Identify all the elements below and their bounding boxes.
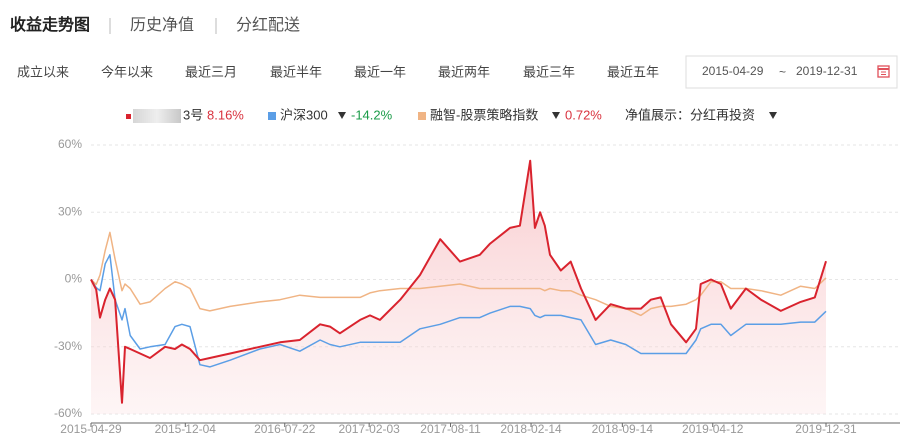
- area: [91, 160, 826, 414]
- range-buttons: 成立以来 今年以来 最近三月 最近半年 最近一年 最近两年 最近三年 最近五年: [17, 64, 659, 79]
- start-date[interactable]: 2015-04-29: [702, 64, 764, 78]
- y-tick-label: 0%: [65, 272, 83, 286]
- legend-name[interactable]: 沪深300: [280, 107, 328, 122]
- y-tick-label: -60%: [54, 406, 82, 420]
- legend: 3号 8.16% 沪深300 -14.2% 融智-股票策略指数 0.72%: [126, 107, 602, 123]
- x-tick-label: 2016-07-22: [254, 422, 316, 436]
- legend-swatch[interactable]: [418, 112, 426, 120]
- x-tick-label: 2015-12-04: [155, 422, 217, 436]
- dropdown-arrow[interactable]: [552, 112, 560, 119]
- y-tick-label: 60%: [58, 137, 82, 151]
- series-line: [90, 231, 827, 317]
- dropdown-arrow[interactable]: [338, 112, 346, 119]
- y-tick-label: -30%: [54, 339, 82, 353]
- series-line: [90, 254, 827, 368]
- legend-name[interactable]: 3号: [183, 107, 203, 122]
- dropdown-arrow[interactable]: [769, 112, 777, 119]
- range-button[interactable]: 最近半年: [270, 64, 322, 79]
- legend-swatch[interactable]: [268, 112, 276, 120]
- blurred-name: [133, 109, 181, 123]
- legend-change: 8.16%: [207, 107, 244, 122]
- legend-swatch[interactable]: [126, 114, 131, 119]
- range-button[interactable]: 成立以来: [17, 64, 69, 79]
- x-tick-label: 2019-12-31: [795, 422, 857, 436]
- x-tick-label: 2018-09-14: [592, 422, 654, 436]
- series-line: [90, 159, 827, 404]
- tab[interactable]: 分红配送: [236, 16, 300, 34]
- range-button[interactable]: 最近三年: [523, 64, 575, 79]
- display-option[interactable]: 净值展示：分红再投资: [625, 107, 755, 122]
- end-date[interactable]: 2019-12-31: [796, 64, 858, 78]
- range-button[interactable]: 今年以来: [101, 64, 153, 79]
- x-tick-label: 2019-04-12: [682, 422, 744, 436]
- y-tick-label: 30%: [58, 204, 82, 218]
- plot: 60% 30% 0% -30% -60% 2015-04-29 2015-12-04 2016…: [54, 137, 900, 436]
- range-button[interactable]: 最近一年: [354, 64, 406, 79]
- x-tick-label: 2017-02-03: [338, 422, 400, 436]
- tab[interactable]: 收益走势图: [10, 15, 90, 34]
- x-tick-label: 2018-02-14: [500, 422, 562, 436]
- x-tick-label: 2015-04-29: [60, 422, 122, 436]
- range-button[interactable]: 最近两年: [438, 64, 490, 79]
- legend-name[interactable]: 融智-股票策略指数: [430, 107, 538, 122]
- date-separator: ~: [779, 65, 786, 79]
- legend-change: -14.2%: [351, 107, 393, 122]
- x-tick-label: 2017-08-11: [420, 422, 481, 436]
- range-button[interactable]: 最近三月: [185, 64, 237, 79]
- tab[interactable]: 历史净值: [130, 16, 194, 34]
- range-button[interactable]: 最近五年: [607, 64, 659, 79]
- calendar-icon[interactable]: [877, 65, 890, 78]
- legend-change: 0.72%: [565, 107, 602, 122]
- date-range-box[interactable]: [685, 55, 898, 89]
